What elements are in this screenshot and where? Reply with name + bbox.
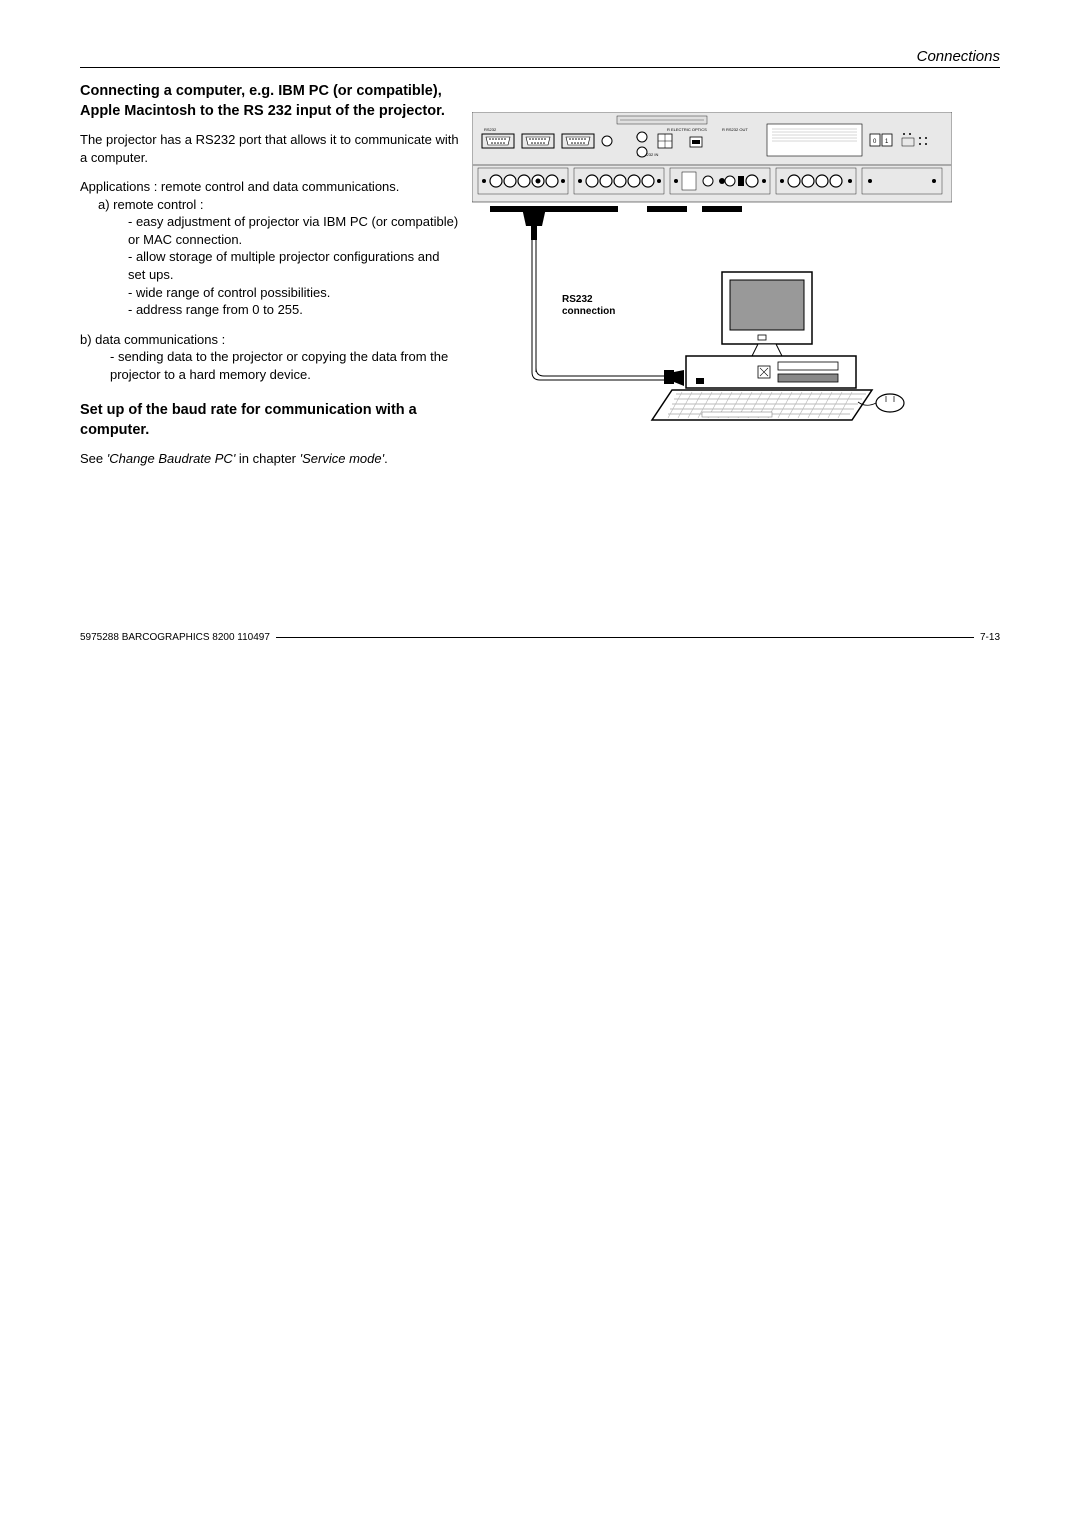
section1-title: Connecting a computer, e.g. IBM PC (or c…	[80, 82, 460, 121]
list-a-item: - address range from 0 to 255.	[128, 301, 460, 319]
footer-page-number: 7-13	[980, 632, 1000, 643]
footer-left: 5975288 BARCOGRAPHICS 8200 110497	[80, 632, 270, 643]
list-a-label: a) remote control :	[98, 196, 460, 214]
svg-text:RS232: RS232	[484, 127, 497, 132]
list-b-item: - sending data to the projector or copyi…	[110, 348, 460, 383]
section2-title: Set up of the baud rate for communicatio…	[80, 401, 460, 440]
see-reference: See 'Change Baudrate PC' in chapter 'Ser…	[80, 450, 460, 468]
list-a-item: - easy adjustment of projector via IBM P…	[128, 213, 460, 248]
rs232-diagram: R ELECTRIC OPTICS R RS232 OUT R RS232 IN…	[472, 112, 952, 502]
page-footer: 5975288 BARCOGRAPHICS 8200 110497 7-13	[80, 632, 1000, 643]
connection-label: connection	[562, 306, 615, 317]
diagram-column: R ELECTRIC OPTICS R RS232 OUT R RS232 IN…	[472, 82, 952, 502]
svg-text:R RS232 OUT: R RS232 OUT	[722, 127, 748, 132]
section-header: Connections	[917, 48, 1000, 65]
list-b-label: b) data communications :	[80, 331, 460, 349]
list-a-item: - wide range of control possibilities.	[128, 284, 460, 302]
rs232-label: RS232	[562, 294, 593, 305]
intro-paragraph: The projector has a RS232 port that allo…	[80, 131, 460, 166]
svg-text:R ELECTRIC OPTICS: R ELECTRIC OPTICS	[667, 127, 707, 132]
applications-line: Applications : remote control and data c…	[80, 178, 460, 196]
list-a-item: - allow storage of multiple projector co…	[128, 248, 460, 283]
text-column: Connecting a computer, e.g. IBM PC (or c…	[80, 82, 460, 502]
